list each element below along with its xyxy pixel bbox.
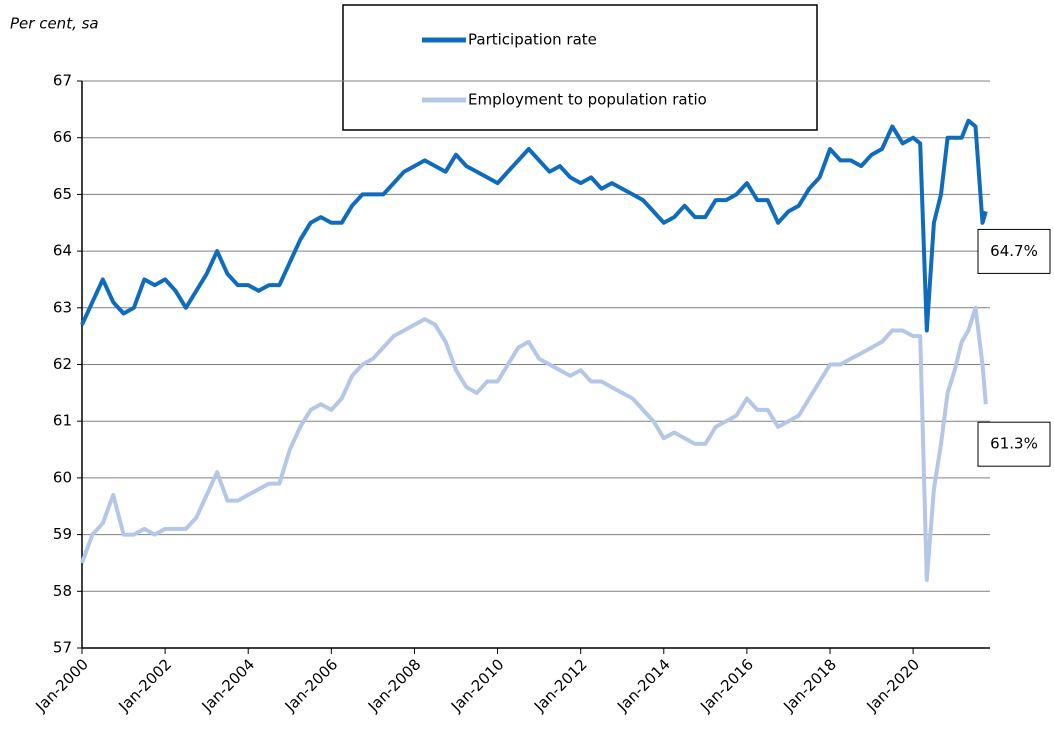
x-tick-label: Jan-2000 bbox=[31, 655, 92, 716]
series-line bbox=[80, 305, 988, 582]
x-tick-label: Jan-2016 bbox=[696, 655, 757, 716]
legend-label: Participation rate bbox=[468, 31, 597, 49]
y-tick-label: 64 bbox=[53, 242, 72, 260]
annotation-label: 64.7% bbox=[990, 242, 1038, 260]
x-tick-label: Jan-2012 bbox=[530, 655, 591, 716]
x-tick-label: Jan-2018 bbox=[779, 655, 840, 716]
y-tick-label: 61 bbox=[53, 412, 72, 430]
legend-label: Employment to population ratio bbox=[468, 91, 707, 109]
x-tick-label: Jan-2006 bbox=[281, 655, 342, 716]
y-tick-label: 63 bbox=[53, 298, 72, 316]
x-tick-label: Jan-2014 bbox=[613, 655, 674, 716]
legend bbox=[342, 4, 818, 131]
y-tick-label: 66 bbox=[53, 128, 72, 146]
x-tick-label: Jan-2010 bbox=[447, 655, 508, 716]
y-tick-label: 62 bbox=[53, 355, 72, 373]
y-tick-label: 57 bbox=[53, 639, 72, 657]
y-tick-label: 59 bbox=[53, 525, 72, 543]
y-tick-label: 60 bbox=[53, 468, 72, 486]
y-tick-label: 58 bbox=[53, 582, 72, 600]
annotation-box bbox=[977, 228, 1051, 274]
annotation-box bbox=[977, 421, 1051, 467]
series-line bbox=[80, 118, 988, 333]
y-tick-label: 67 bbox=[53, 72, 72, 90]
x-tick-label: Jan-2020 bbox=[863, 655, 924, 716]
x-tick-label: Jan-2004 bbox=[198, 655, 259, 716]
y-axis-label: Per cent, sa bbox=[10, 15, 99, 33]
x-tick-label: Jan-2002 bbox=[115, 655, 176, 716]
x-tick-label: Jan-2008 bbox=[364, 655, 425, 716]
y-tick-label: 65 bbox=[53, 185, 72, 203]
annotation-label: 61.3% bbox=[990, 435, 1038, 453]
